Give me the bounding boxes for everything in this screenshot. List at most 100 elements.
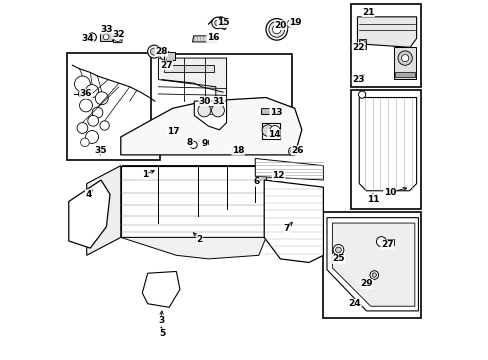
Circle shape	[262, 125, 273, 136]
Text: 21: 21	[361, 8, 374, 17]
Circle shape	[397, 51, 411, 65]
Text: 12: 12	[272, 171, 284, 180]
Text: 9: 9	[201, 139, 207, 148]
Text: 7: 7	[283, 224, 289, 233]
Text: 23: 23	[351, 75, 364, 84]
Circle shape	[369, 271, 378, 279]
Polygon shape	[326, 218, 418, 311]
Polygon shape	[86, 166, 121, 255]
Text: 33: 33	[100, 25, 112, 34]
Text: 22: 22	[351, 43, 364, 52]
Polygon shape	[163, 52, 174, 60]
Polygon shape	[262, 123, 280, 139]
Circle shape	[92, 107, 102, 118]
Text: 20: 20	[274, 21, 286, 30]
Text: 8: 8	[186, 138, 193, 147]
Bar	[323, 212, 420, 318]
Text: 1: 1	[142, 170, 148, 179]
Circle shape	[88, 33, 96, 41]
Text: 25: 25	[331, 255, 344, 264]
Polygon shape	[163, 65, 214, 72]
Text: 2: 2	[196, 235, 203, 244]
Circle shape	[150, 48, 158, 55]
Text: 6: 6	[253, 177, 260, 186]
Circle shape	[190, 141, 197, 148]
Circle shape	[78, 91, 84, 97]
Circle shape	[77, 123, 88, 134]
Text: 14: 14	[267, 130, 280, 139]
Polygon shape	[100, 33, 112, 41]
Bar	[351, 90, 421, 209]
Circle shape	[288, 147, 297, 156]
Text: 26: 26	[291, 146, 303, 155]
Polygon shape	[260, 108, 280, 114]
Circle shape	[358, 41, 366, 48]
Polygon shape	[359, 98, 416, 191]
Circle shape	[147, 45, 160, 58]
Text: 11: 11	[366, 194, 378, 203]
Text: 13: 13	[269, 108, 282, 117]
Circle shape	[95, 92, 108, 105]
Circle shape	[74, 76, 90, 92]
Text: 36: 36	[80, 89, 92, 98]
Circle shape	[269, 126, 280, 135]
Bar	[351, 4, 421, 87]
Circle shape	[265, 19, 287, 40]
Polygon shape	[394, 47, 415, 79]
Bar	[151, 54, 291, 151]
Circle shape	[401, 54, 408, 62]
Polygon shape	[158, 58, 226, 101]
Circle shape	[272, 25, 281, 34]
Polygon shape	[122, 166, 265, 194]
Polygon shape	[121, 98, 301, 155]
Text: 16: 16	[206, 33, 219, 42]
Circle shape	[81, 138, 89, 147]
Circle shape	[211, 104, 224, 117]
Text: 34: 34	[81, 34, 94, 43]
Text: 30: 30	[199, 96, 211, 105]
Polygon shape	[264, 180, 323, 262]
Circle shape	[80, 99, 92, 112]
Circle shape	[88, 116, 99, 126]
Polygon shape	[121, 237, 265, 259]
Circle shape	[371, 273, 376, 277]
Text: 29: 29	[359, 279, 372, 288]
Circle shape	[85, 85, 99, 98]
Polygon shape	[192, 36, 217, 42]
Polygon shape	[121, 166, 265, 237]
Text: 27: 27	[380, 240, 393, 249]
Circle shape	[211, 17, 223, 29]
Text: 35: 35	[94, 146, 106, 155]
Text: 4: 4	[85, 190, 92, 199]
Polygon shape	[386, 239, 394, 245]
Text: 5: 5	[159, 329, 165, 338]
Text: 28: 28	[155, 47, 167, 56]
Circle shape	[160, 50, 169, 60]
Polygon shape	[113, 34, 122, 42]
Text: 15: 15	[217, 18, 229, 27]
Polygon shape	[142, 271, 180, 307]
Circle shape	[103, 34, 109, 40]
Circle shape	[214, 20, 220, 26]
Circle shape	[114, 35, 121, 41]
Text: 10: 10	[383, 188, 395, 197]
Bar	[358, 39, 366, 49]
Circle shape	[358, 91, 365, 98]
Polygon shape	[69, 180, 110, 248]
Circle shape	[268, 22, 284, 37]
Circle shape	[198, 104, 210, 117]
Polygon shape	[194, 101, 226, 130]
Polygon shape	[201, 140, 207, 144]
Text: 18: 18	[231, 146, 244, 155]
Text: 24: 24	[348, 299, 361, 308]
Text: 27: 27	[160, 61, 172, 70]
Polygon shape	[357, 17, 416, 47]
Circle shape	[85, 131, 99, 143]
Text: 19: 19	[289, 18, 302, 27]
Circle shape	[290, 149, 294, 153]
Circle shape	[100, 121, 109, 130]
Polygon shape	[394, 72, 414, 77]
Polygon shape	[231, 147, 241, 154]
Polygon shape	[290, 21, 296, 24]
Circle shape	[332, 244, 343, 255]
